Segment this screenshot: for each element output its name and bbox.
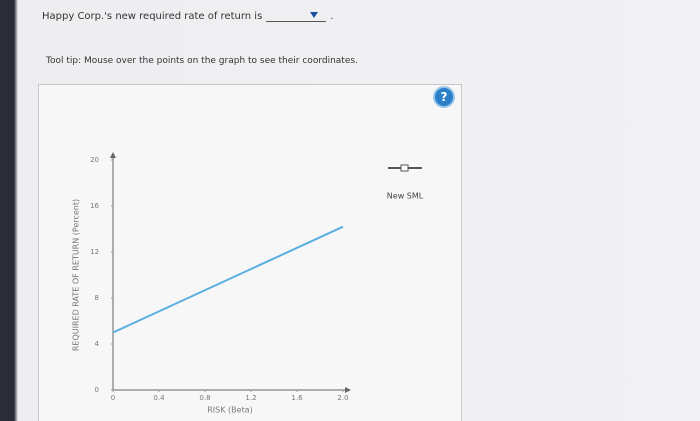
x-tick-label: 1.6	[291, 394, 303, 402]
x-axis-label: RISK (Beta)	[207, 406, 252, 415]
x-tick-label: 0.8	[199, 394, 210, 402]
question-suffix: .	[330, 11, 334, 22]
y-axis-arrow	[110, 152, 116, 158]
help-button[interactable]: ?	[433, 86, 455, 108]
x-tick-label: 2.0	[337, 394, 348, 402]
y-tick-label: 20	[90, 156, 99, 164]
question: Happy Corp.'s new required rate of retur…	[42, 10, 333, 22]
y-tick-label: 12	[90, 248, 99, 256]
tooltip-text: Tool tip: Mouse over the points on the g…	[46, 56, 358, 66]
x-tick-label: 0.4	[153, 394, 165, 402]
graph-panel	[38, 84, 462, 421]
x-axis-arrow	[345, 387, 351, 393]
legend-marker	[400, 164, 409, 172]
y-tick-label: 8	[95, 294, 99, 302]
y-tick-label: 0	[95, 386, 99, 394]
answer-dropdown[interactable]	[266, 10, 327, 22]
y-tick-label: 16	[90, 202, 99, 210]
y-tick-label: 4	[95, 340, 100, 348]
x-tick-label: 0	[111, 394, 115, 402]
y-axis-label: REQUIRED RATE OF RETURN (Percent)	[72, 199, 81, 351]
sml-line	[112, 225, 344, 334]
x-tick-label: 1.2	[245, 394, 256, 402]
question-text: Happy Corp.'s new required rate of retur…	[42, 11, 263, 22]
legend-label: New SML	[387, 192, 424, 201]
